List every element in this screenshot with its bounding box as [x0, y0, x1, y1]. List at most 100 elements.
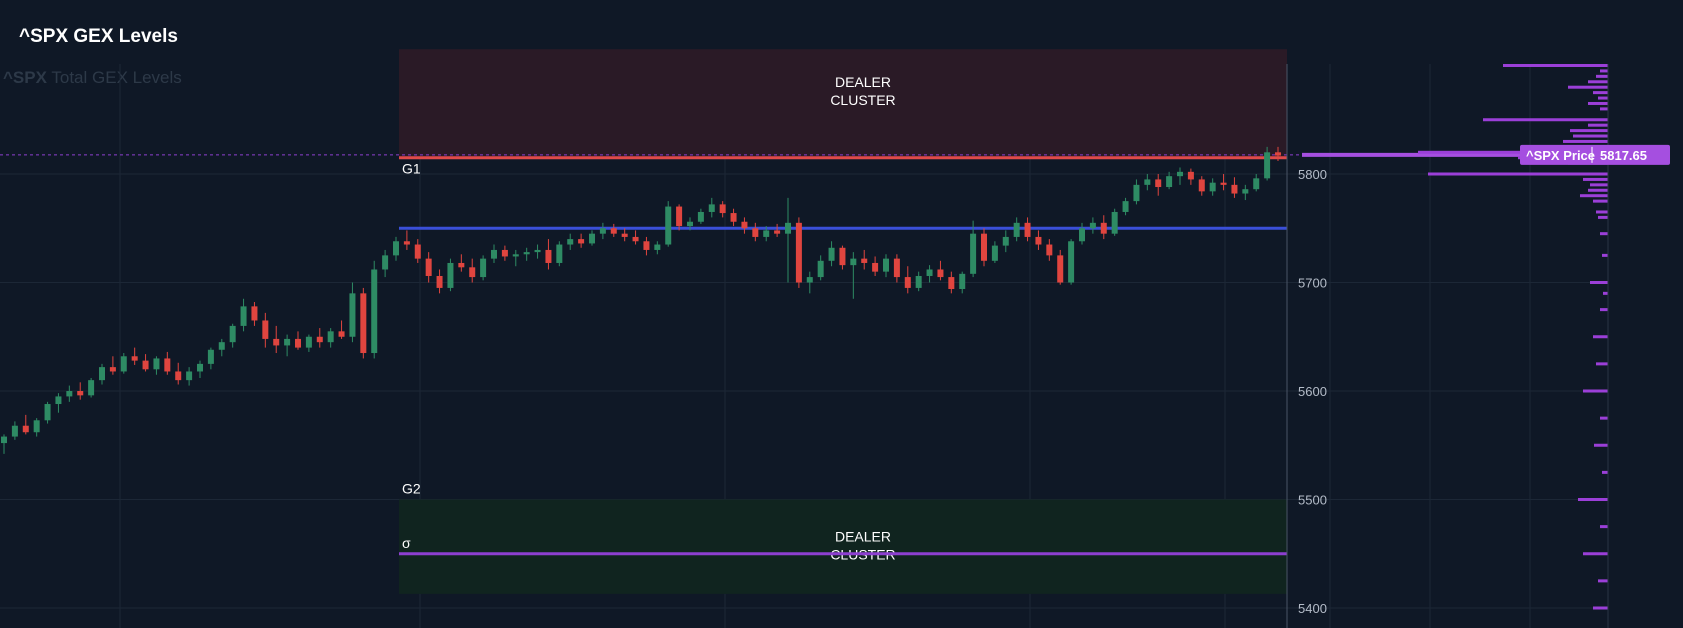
candle-body [839, 247, 846, 266]
candle-body [55, 396, 62, 405]
candle-body [99, 367, 105, 381]
candle-body [153, 358, 160, 370]
candle [534, 244, 541, 259]
candle [327, 328, 334, 348]
candle-body [1198, 179, 1205, 192]
gex-bar [1593, 91, 1608, 95]
candle-body [33, 420, 40, 433]
candle [883, 254, 889, 278]
candle [676, 204, 683, 231]
candle [382, 249, 389, 278]
gex-bar [1580, 194, 1608, 198]
y-tick-label: 5400 [1298, 601, 1327, 616]
candle-body [534, 249, 541, 253]
price-tag-box [1520, 144, 1670, 165]
candle-body [991, 245, 998, 261]
candle [88, 377, 95, 398]
candle [447, 258, 454, 292]
candle [284, 334, 291, 357]
candle [66, 385, 73, 402]
candle [1, 434, 7, 454]
candle-body [327, 331, 334, 343]
candle [55, 393, 62, 413]
candle-body [1013, 222, 1020, 237]
price-tag-value: 5817.65 [1600, 148, 1647, 163]
candle-body [1002, 236, 1009, 246]
candle-body [458, 262, 465, 268]
candle [1122, 197, 1129, 216]
candle [545, 239, 552, 270]
candle [99, 363, 105, 385]
candle [1057, 249, 1064, 285]
candle [730, 208, 737, 227]
zone-label-line1: DEALER [835, 529, 891, 545]
gex-bar [1594, 443, 1608, 447]
candle [1035, 230, 1042, 250]
candle-body [861, 258, 868, 263]
y-tick-label: 5500 [1298, 493, 1327, 508]
candle-body [273, 338, 280, 346]
candle [22, 414, 29, 435]
candles [1, 146, 1281, 454]
candle-body [44, 404, 51, 421]
gex-bar [1590, 281, 1608, 284]
candle [970, 220, 977, 278]
candle [861, 249, 868, 270]
candle-body [545, 249, 552, 263]
candle-body [305, 336, 312, 348]
candle [338, 320, 345, 339]
candle [393, 236, 399, 261]
candle [229, 323, 236, 348]
candle-body [1035, 236, 1042, 245]
candle-body [817, 260, 824, 278]
candle [610, 223, 617, 237]
candle [240, 298, 247, 332]
gex-bar [1583, 177, 1608, 181]
candle [665, 201, 672, 247]
candle [687, 217, 693, 231]
candle-body [229, 325, 236, 343]
candle-body [915, 275, 922, 288]
candle [785, 197, 791, 283]
candle [142, 354, 149, 372]
gex-bar [1600, 416, 1608, 420]
candle-body [1111, 211, 1118, 234]
candle-body [414, 244, 421, 259]
candle-body [708, 204, 715, 212]
candle-body [1024, 222, 1031, 237]
candle [251, 302, 258, 326]
gex-bar [1596, 210, 1608, 214]
candle [414, 239, 421, 263]
candle [567, 233, 574, 250]
candle-body [752, 228, 759, 237]
candle-body [120, 356, 127, 372]
dealer-cluster-zone [399, 499, 1287, 594]
gex-bar [1588, 101, 1608, 105]
candle-body [1220, 182, 1227, 185]
candle [1046, 239, 1053, 261]
candle [305, 334, 312, 352]
candle [1100, 215, 1107, 240]
candle-body [1057, 255, 1064, 283]
candle-body [66, 391, 73, 397]
candle [752, 222, 759, 242]
candle-body [687, 221, 693, 227]
candle [164, 351, 171, 375]
gex-bar [1598, 215, 1608, 219]
y-tick-label: 5700 [1298, 276, 1327, 291]
candle-body [491, 249, 497, 259]
gex-bar [1588, 80, 1608, 84]
candle [1177, 167, 1183, 185]
candle-body [610, 228, 617, 234]
candle [1068, 239, 1075, 285]
candle [1111, 208, 1118, 236]
candle [1024, 217, 1031, 242]
candle [1220, 174, 1227, 191]
candle-body [567, 239, 574, 245]
candle [218, 338, 225, 357]
gex-bar [1418, 150, 1608, 154]
candle [44, 401, 51, 424]
candle [774, 223, 781, 237]
candle [926, 265, 933, 283]
candle [948, 271, 955, 294]
